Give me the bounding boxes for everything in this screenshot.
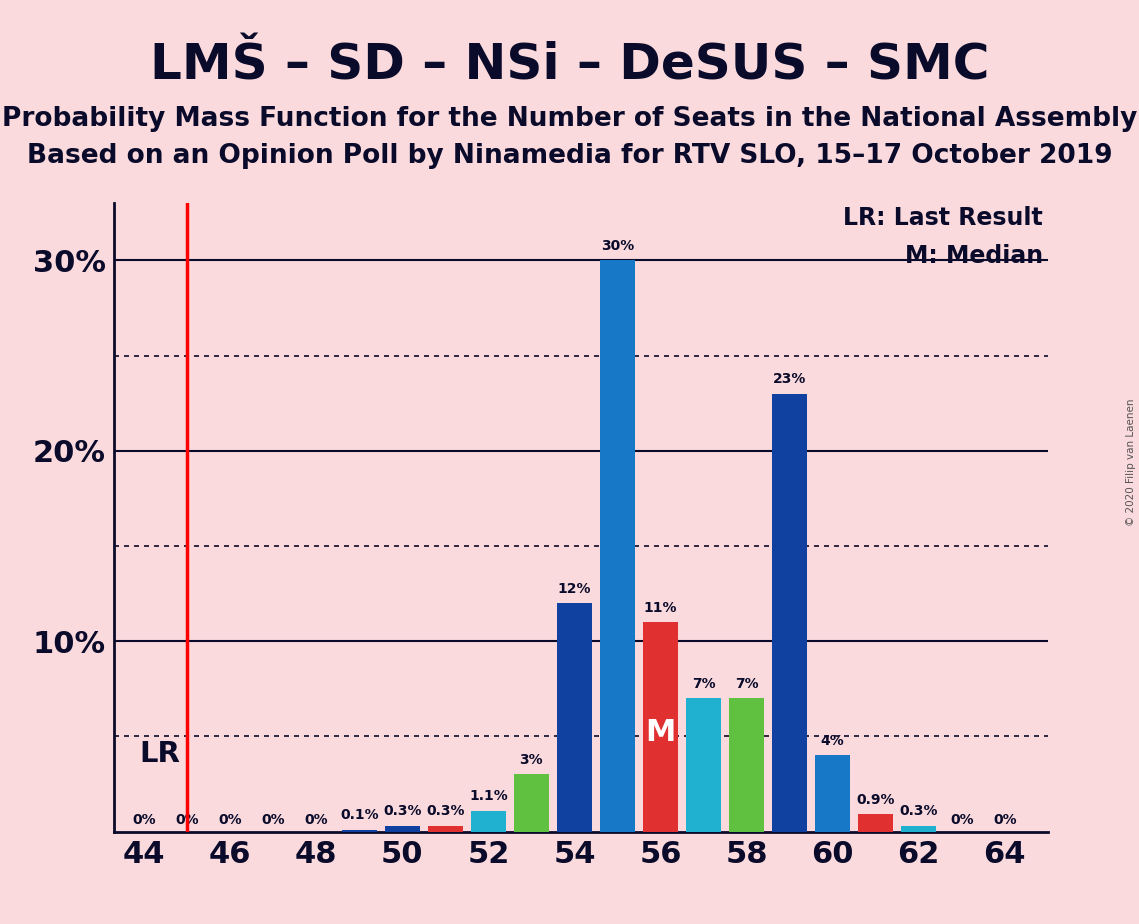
Bar [686, 699, 721, 832]
Text: Based on an Opinion Poll by Ninamedia for RTV SLO, 15–17 October 2019: Based on an Opinion Poll by Ninamedia fo… [26, 143, 1113, 169]
Text: 12%: 12% [558, 581, 591, 595]
Bar [816, 756, 851, 832]
Text: 0%: 0% [132, 813, 156, 827]
Bar [600, 261, 636, 832]
Text: 0.1%: 0.1% [339, 808, 378, 822]
Text: 0.3%: 0.3% [383, 804, 421, 819]
Bar [729, 699, 764, 832]
Text: 23%: 23% [773, 372, 806, 386]
Text: 0.3%: 0.3% [426, 804, 465, 819]
Text: 3%: 3% [519, 753, 543, 767]
Text: 0%: 0% [261, 813, 285, 827]
Text: 0%: 0% [175, 813, 199, 827]
Bar [342, 830, 377, 832]
Bar [514, 774, 549, 832]
Text: 0%: 0% [993, 813, 1017, 827]
Text: 0.3%: 0.3% [900, 804, 939, 819]
Text: 7%: 7% [735, 676, 759, 691]
Bar [642, 622, 678, 832]
Bar [470, 810, 506, 832]
Bar [772, 394, 808, 832]
Text: M: Median: M: Median [906, 244, 1043, 268]
Bar [858, 814, 893, 832]
Text: 4%: 4% [821, 734, 844, 748]
Text: 11%: 11% [644, 601, 678, 614]
Text: © 2020 Filip van Laenen: © 2020 Filip van Laenen [1126, 398, 1136, 526]
Text: LR: LR [140, 740, 181, 768]
Text: 1.1%: 1.1% [469, 789, 508, 803]
Bar [427, 826, 462, 832]
Text: 0%: 0% [219, 813, 241, 827]
Text: 30%: 30% [601, 238, 634, 253]
Bar [901, 826, 936, 832]
Bar [385, 826, 420, 832]
Text: 7%: 7% [691, 676, 715, 691]
Text: M: M [646, 718, 675, 748]
Text: 0%: 0% [304, 813, 328, 827]
Text: LR: Last Result: LR: Last Result [844, 206, 1043, 230]
Text: 0%: 0% [950, 813, 974, 827]
Bar [557, 603, 592, 832]
Text: Probability Mass Function for the Number of Seats in the National Assembly: Probability Mass Function for the Number… [2, 106, 1137, 132]
Text: 0.9%: 0.9% [857, 793, 895, 807]
Text: LMŠ – SD – NSi – DeSUS – SMC: LMŠ – SD – NSi – DeSUS – SMC [149, 42, 990, 90]
